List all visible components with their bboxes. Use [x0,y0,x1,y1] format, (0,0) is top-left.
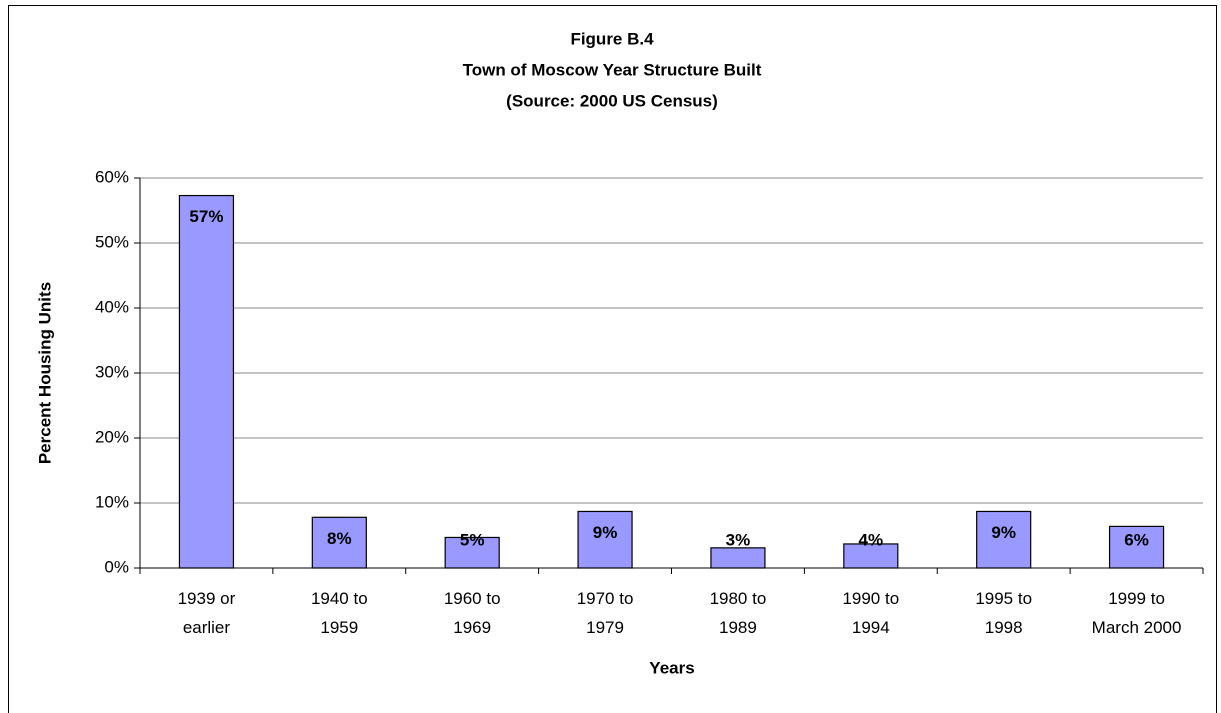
bar [1108,525,1165,569]
data-label: 6% [1124,530,1149,549]
data-label: 4% [859,530,884,549]
data-label: 9% [593,523,618,542]
y-tick-label: 30% [95,362,129,381]
x-tick-label: 1939 or earlier [178,589,236,637]
y-tick-label: 0% [104,557,129,576]
x-tick-label: 1970 to 1979 [577,589,634,637]
bar [178,194,235,569]
y-tick-label: 60% [95,167,129,186]
y-tick-label: 40% [95,297,129,316]
data-label: 9% [991,523,1016,542]
data-label: 8% [327,529,352,548]
data-label: 57% [189,207,223,226]
y-tick-label: 20% [95,427,129,446]
x-tick-label: 1940 to 1959 [311,589,368,637]
bar [843,543,899,569]
chart-border [8,5,1217,713]
data-label: 3% [726,530,751,549]
x-tick-label: 1999 to March 2000 [1092,589,1182,637]
bar [311,516,367,569]
x-tick-label: 1960 to 1969 [444,589,501,637]
x-tick-label: 1980 to 1989 [710,589,767,637]
chart-title: Figure B.4 [570,29,654,48]
bar [710,547,766,569]
y-axis-title: Percent Housing Units [35,282,54,464]
bar [577,510,633,569]
y-tick-label: 50% [95,232,129,251]
x-tick-label: 1995 to 1998 [975,589,1032,637]
bar [444,536,500,569]
bar [976,510,1032,569]
x-axis-title: Years [649,658,694,677]
chart-subtitle: Town of Moscow Year Structure Built [463,60,762,79]
x-tick-label: 1990 to 1994 [842,589,899,637]
chart-source: (Source: 2000 US Census) [506,91,718,110]
data-label: 5% [460,530,485,549]
y-tick-label: 10% [95,492,129,511]
